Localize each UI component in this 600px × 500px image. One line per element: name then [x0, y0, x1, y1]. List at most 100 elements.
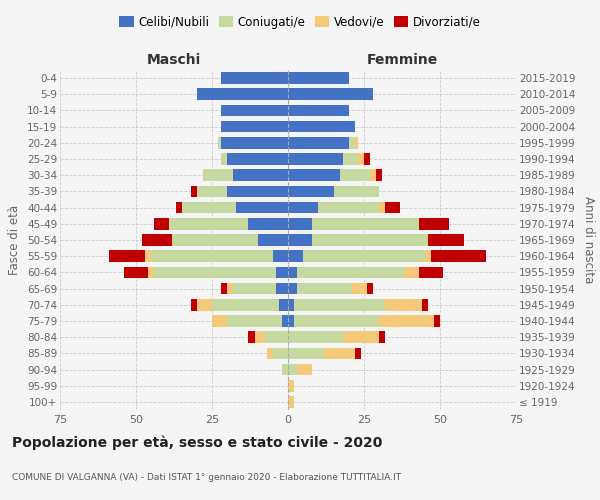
Bar	[212, 299, 288, 310]
Bar	[288, 364, 297, 376]
Bar	[203, 170, 288, 181]
Bar	[197, 88, 288, 100]
Bar	[297, 282, 352, 294]
Bar	[218, 137, 288, 148]
Bar	[313, 234, 428, 246]
Bar	[288, 88, 373, 100]
Bar	[148, 266, 288, 278]
Bar	[212, 315, 288, 327]
Bar	[182, 202, 288, 213]
Y-axis label: Fasce di età: Fasce di età	[8, 205, 22, 275]
Bar	[288, 153, 343, 165]
Bar	[233, 282, 288, 294]
Bar	[288, 202, 319, 213]
Bar	[325, 348, 355, 359]
Bar	[376, 170, 382, 181]
Bar	[221, 153, 288, 165]
Bar	[267, 348, 288, 359]
Bar	[236, 202, 288, 213]
Bar	[197, 299, 288, 310]
Bar	[352, 282, 367, 294]
Bar	[257, 234, 288, 246]
Bar	[297, 364, 313, 376]
Bar	[197, 88, 288, 100]
Bar	[197, 186, 288, 198]
Bar	[294, 299, 385, 310]
Bar	[227, 153, 288, 165]
Bar	[221, 72, 288, 84]
Bar	[367, 282, 373, 294]
Bar	[154, 218, 288, 230]
Bar	[197, 88, 288, 100]
Bar	[385, 299, 422, 310]
Bar	[279, 299, 288, 310]
Bar	[288, 266, 297, 278]
Bar	[221, 104, 288, 117]
Bar	[288, 299, 294, 310]
Bar	[221, 104, 288, 117]
Bar	[203, 170, 288, 181]
Bar	[151, 250, 288, 262]
Bar	[282, 364, 288, 376]
Bar	[404, 266, 419, 278]
Bar	[221, 121, 288, 132]
Bar	[109, 250, 288, 262]
Bar	[288, 186, 334, 198]
Bar	[142, 234, 288, 246]
Bar	[197, 88, 288, 100]
Bar	[419, 218, 449, 230]
Bar	[254, 332, 288, 343]
Bar	[355, 348, 361, 359]
Bar	[227, 315, 288, 327]
Bar	[288, 234, 313, 246]
Bar	[303, 250, 425, 262]
Bar	[294, 315, 379, 327]
Bar	[297, 266, 404, 278]
Bar	[282, 364, 288, 376]
Bar	[221, 104, 288, 117]
Bar	[221, 153, 288, 165]
Y-axis label: Anni di nascita: Anni di nascita	[582, 196, 595, 284]
Bar	[425, 250, 431, 262]
Bar	[379, 315, 434, 327]
Bar	[273, 250, 288, 262]
Bar	[221, 72, 288, 84]
Bar	[169, 218, 288, 230]
Bar	[221, 121, 288, 132]
Text: Popolazione per età, sesso e stato civile - 2020: Popolazione per età, sesso e stato civil…	[12, 435, 382, 450]
Bar	[124, 266, 288, 278]
Bar	[434, 315, 440, 327]
Bar	[197, 186, 288, 198]
Bar	[221, 282, 288, 294]
Bar	[288, 137, 349, 148]
Bar	[379, 202, 385, 213]
Bar	[313, 218, 419, 230]
Bar	[221, 137, 288, 148]
Bar	[319, 202, 379, 213]
Bar	[288, 72, 349, 84]
Bar	[172, 234, 288, 246]
Bar	[221, 121, 288, 132]
Bar	[169, 218, 288, 230]
Bar	[343, 332, 379, 343]
Bar	[343, 153, 358, 165]
Bar	[288, 332, 343, 343]
Bar	[288, 315, 294, 327]
Bar	[218, 137, 288, 148]
Bar	[182, 202, 288, 213]
Bar	[276, 282, 288, 294]
Bar	[191, 186, 288, 198]
Bar	[267, 348, 288, 359]
Bar	[288, 218, 313, 230]
Bar	[349, 137, 355, 148]
Bar	[221, 72, 288, 84]
Legend: Celibi/Nubili, Coniugati/e, Vedovi/e, Divorziati/e: Celibi/Nubili, Coniugati/e, Vedovi/e, Di…	[115, 11, 485, 34]
Bar	[176, 202, 288, 213]
Bar	[282, 315, 288, 327]
Bar	[248, 332, 288, 343]
Bar	[355, 137, 358, 148]
Bar	[288, 250, 303, 262]
Bar	[221, 72, 288, 84]
Bar	[288, 396, 294, 407]
Bar	[227, 186, 288, 198]
